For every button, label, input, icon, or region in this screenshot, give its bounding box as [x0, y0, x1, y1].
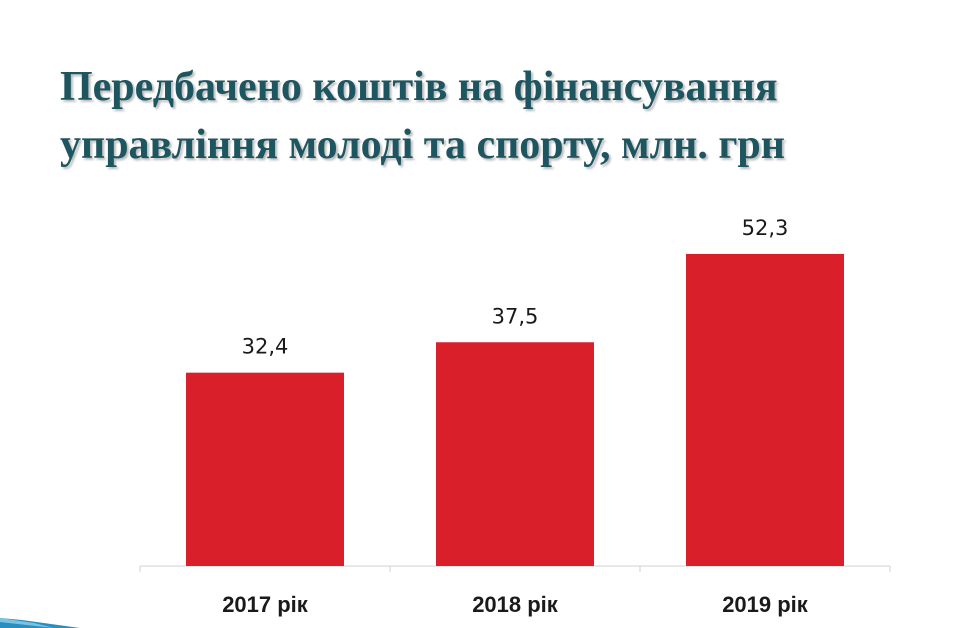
- slide-title-line-1: Передбачено коштів на фінансування: [60, 64, 778, 110]
- category-label-2: 2018 рік: [472, 592, 559, 617]
- bar-3: [686, 253, 844, 566]
- data-label-2: 37,5: [492, 304, 539, 328]
- corner-decoration-shape: [0, 618, 80, 628]
- category-label-3: 2019 рік: [722, 592, 809, 617]
- bar-2: [436, 342, 594, 566]
- category-label-1: 2017 рік: [222, 592, 309, 617]
- bar-1: [186, 372, 344, 566]
- slide-title: Передбачено коштів на фінансування управ…: [60, 58, 940, 174]
- slide-title-line-2: управління молоді та спорту, млн. грн: [60, 122, 785, 168]
- data-label-1: 32,4: [242, 335, 289, 359]
- data-label-3: 52,3: [742, 216, 789, 240]
